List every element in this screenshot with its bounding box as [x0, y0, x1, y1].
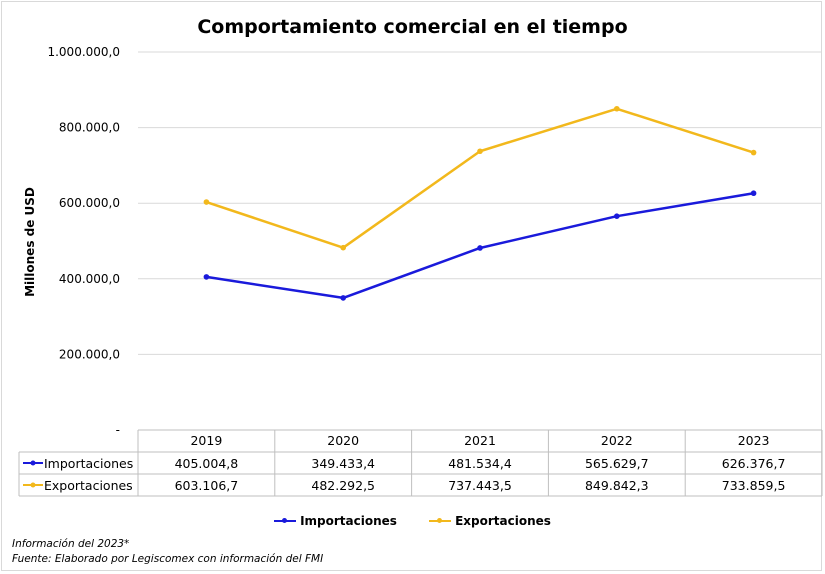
y-tick-label: 600.000,0	[59, 196, 120, 210]
data-label: 482.292,5	[311, 478, 375, 493]
data-point	[203, 199, 210, 205]
table-legend-marker	[30, 482, 36, 488]
data-label: 733.859,5	[722, 478, 786, 493]
chart-legend: Importaciones Exportaciones	[0, 511, 825, 528]
y-tick-label: 200.000,0	[59, 347, 120, 361]
data-label: 737.443,5	[448, 478, 512, 493]
legend-label-importaciones: Importaciones	[300, 514, 397, 528]
legend-item-exportaciones: Exportaciones	[429, 514, 551, 528]
y-tick-label: -	[116, 423, 120, 437]
table-row-label: Exportaciones	[44, 478, 133, 493]
series-line-exportaciones	[206, 107, 754, 249]
table-legend-marker	[30, 460, 36, 466]
data-label: 481.534,4	[448, 456, 512, 471]
data-point	[340, 295, 347, 301]
x-tick-label: 2021	[464, 433, 496, 448]
data-label: 603.106,7	[175, 478, 239, 493]
table-row-label: Importaciones	[44, 456, 133, 471]
x-tick-label: 2022	[601, 433, 633, 448]
chart-footer: Información del 2023* Fuente: Elaborado …	[12, 537, 323, 567]
data-point	[614, 213, 620, 219]
footer-note: Información del 2023*	[12, 538, 130, 550]
data-point	[203, 274, 210, 280]
data-label: 405.004,8	[175, 456, 239, 471]
footer-source: Fuente: Elaborado por Legiscomex con inf…	[12, 553, 324, 565]
legend-marker-exportaciones	[429, 518, 452, 523]
y-tick-label: 1.000.000,0	[47, 45, 120, 59]
chart-title: Comportamiento comercial en el tiempo	[197, 16, 628, 38]
data-label: 349.433,4	[311, 456, 375, 471]
x-tick-label: 2023	[738, 433, 770, 448]
y-tick-label: 400.000,0	[59, 272, 120, 286]
data-point	[477, 148, 483, 155]
legend-label-exportaciones: Exportaciones	[455, 514, 551, 528]
data-point	[750, 149, 757, 156]
data-point	[477, 245, 483, 251]
y-tick-label: 800.000,0	[59, 121, 120, 135]
data-label: 626.376,7	[722, 456, 786, 471]
data-label: 849.842,3	[585, 478, 649, 493]
x-tick-label: 2020	[327, 433, 359, 448]
data-point	[614, 105, 620, 112]
legend-marker-importaciones	[274, 518, 297, 523]
data-point	[340, 244, 347, 251]
legend-item-importaciones: Importaciones	[274, 514, 397, 528]
x-tick-label: 2019	[190, 433, 222, 448]
data-label: 565.629,7	[585, 456, 649, 471]
data-point	[750, 190, 757, 197]
